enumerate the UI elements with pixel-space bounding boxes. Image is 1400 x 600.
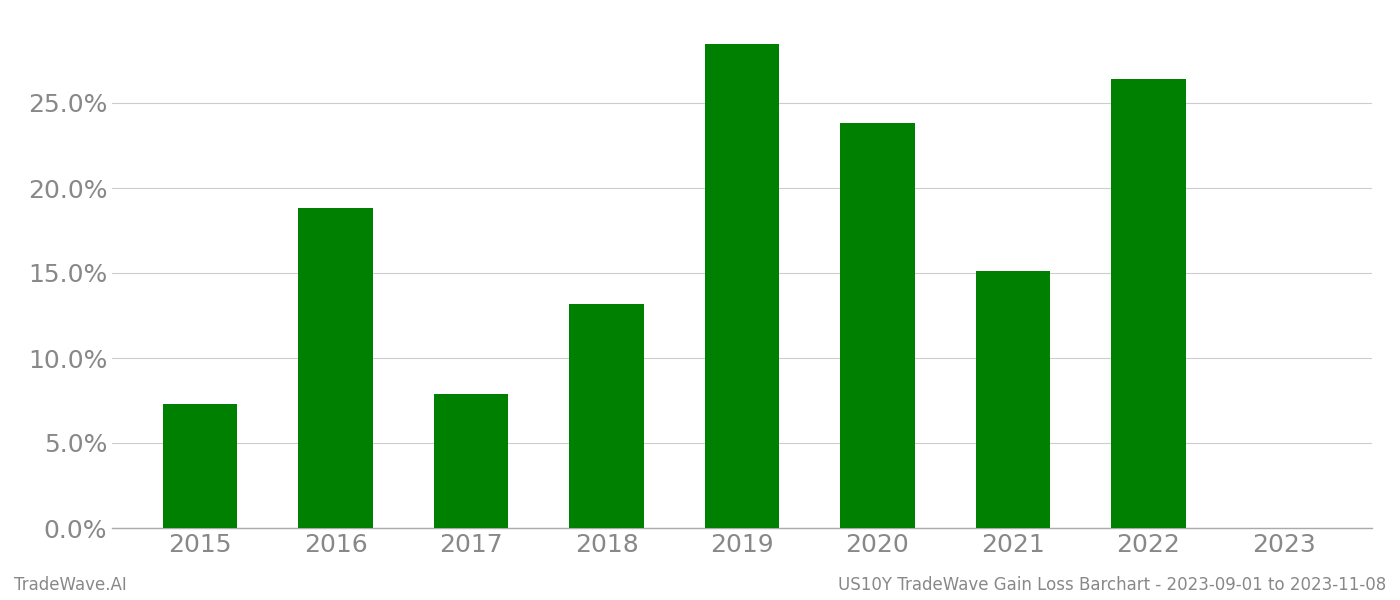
Bar <box>1112 79 1186 528</box>
Bar <box>704 43 780 528</box>
Bar <box>298 208 372 528</box>
Bar <box>434 394 508 528</box>
Bar <box>570 304 644 528</box>
Bar <box>976 271 1050 528</box>
Text: US10Y TradeWave Gain Loss Barchart - 2023-09-01 to 2023-11-08: US10Y TradeWave Gain Loss Barchart - 202… <box>837 576 1386 594</box>
Text: TradeWave.AI: TradeWave.AI <box>14 576 127 594</box>
Bar <box>162 404 238 528</box>
Bar <box>840 124 914 528</box>
